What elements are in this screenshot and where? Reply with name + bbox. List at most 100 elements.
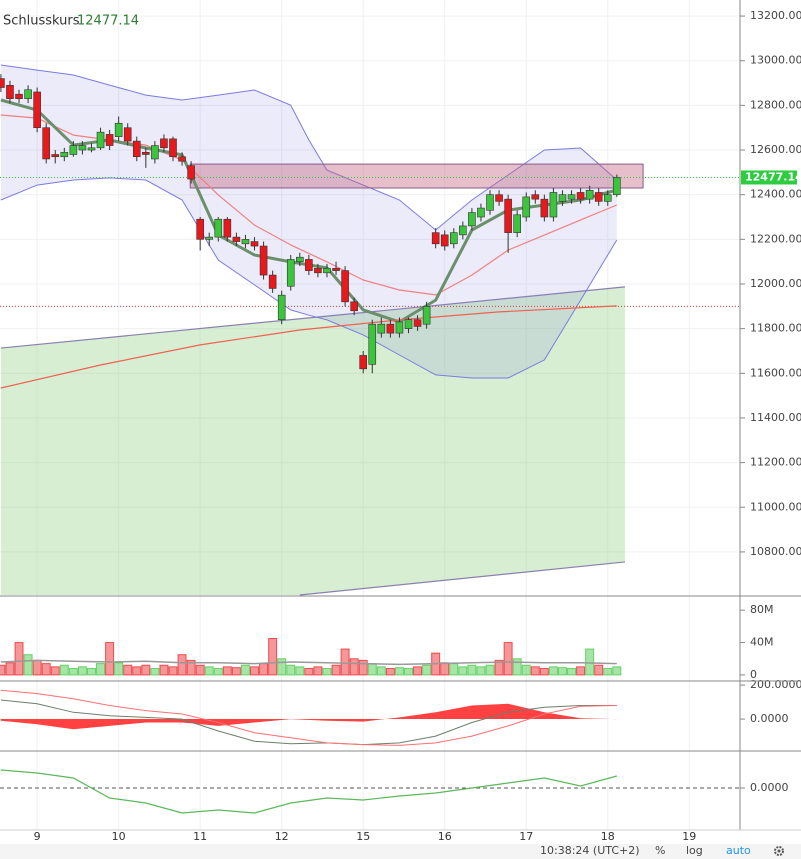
candle-body (477, 207, 485, 218)
candle-body (223, 218, 232, 238)
wedge-upper (0, 286, 626, 349)
volume-bar (422, 664, 432, 676)
candle-body (513, 214, 521, 233)
volume-bar (177, 654, 187, 676)
volume-bar (204, 666, 214, 676)
y-tick-label: 12200.00 (750, 232, 801, 245)
x-tick-label: 17 (519, 830, 533, 843)
volume-bar (96, 663, 106, 676)
volume-bar (132, 666, 142, 676)
candle-body (531, 194, 540, 200)
candle-body (613, 177, 621, 195)
volume-bar (467, 664, 477, 676)
price-tag (741, 170, 797, 185)
candle-body (6, 84, 14, 99)
y-tick-label: 12400.00 (750, 188, 801, 201)
log-button[interactable]: log (686, 844, 703, 857)
x-tick-label: 19 (682, 830, 696, 843)
candle-body (323, 268, 331, 274)
volume-bar (331, 664, 341, 676)
candle-body (169, 138, 177, 158)
candle-body (368, 323, 377, 365)
volume-bar (77, 666, 87, 676)
volume-bar (41, 663, 51, 676)
candle-body (495, 194, 503, 202)
volume-bar (612, 666, 622, 676)
volume-bar (195, 664, 205, 676)
x-tick-label: 12 (275, 830, 289, 843)
volume-bar (503, 642, 513, 676)
volume-bar (458, 666, 468, 676)
volume-bar (313, 666, 323, 676)
y-tick-label: 0.0000 (750, 712, 789, 725)
legend-label: Schlusskurs (3, 14, 80, 29)
wedge-fill (0, 286, 625, 595)
candle-body (422, 306, 431, 325)
volume-bar (557, 667, 567, 676)
candle-body (594, 192, 603, 202)
candle-body (377, 323, 386, 334)
volume-bar (394, 667, 404, 676)
candle-body (386, 323, 395, 334)
volume-bar (385, 667, 395, 676)
candle-body (296, 256, 304, 262)
candle-body (449, 232, 458, 245)
volume-bar (59, 664, 69, 676)
settings-icon[interactable] (774, 846, 784, 856)
x-tick-label: 10 (112, 830, 126, 843)
volume-bar (150, 667, 160, 676)
volume-bar (494, 659, 504, 676)
band-upper (0, 64, 618, 231)
volume-bar (213, 667, 223, 676)
macd-line (0, 699, 617, 746)
volume-bar (5, 662, 15, 676)
volume-bar (14, 642, 24, 676)
volume-bar (277, 658, 287, 676)
candle-body (305, 259, 313, 271)
candle-body (567, 194, 576, 200)
clock: 10:38:24 (UTC+2) (540, 844, 640, 857)
y-tick-label: 0 (750, 668, 757, 681)
candle-body (114, 122, 123, 137)
volume-bar (240, 664, 250, 676)
volume-bar (340, 648, 350, 676)
candle-body (468, 212, 476, 227)
candle-body (359, 355, 368, 370)
volume-bar (123, 664, 133, 676)
candle-body (60, 151, 69, 158)
volume-bar (105, 642, 115, 676)
price-tag-label: 12477.14 (745, 170, 801, 183)
y-tick-label: 11000.00 (750, 500, 801, 513)
volume-bar (539, 667, 549, 676)
volume-bar (576, 666, 586, 676)
candle-body (232, 236, 241, 242)
candle-body (440, 234, 449, 247)
candle-body (69, 145, 78, 155)
y-tick-label: 0.0000 (750, 781, 789, 794)
legend-value: 12477.14 (77, 14, 139, 29)
candle-body (350, 301, 358, 312)
volume-bar (0, 664, 6, 676)
volume-bar (286, 664, 296, 676)
histogram-area (0, 703, 617, 730)
volume-bar (168, 666, 178, 676)
volume-bar (231, 667, 241, 676)
auto-button[interactable]: auto (726, 844, 751, 857)
candle-body (341, 270, 349, 303)
volume-bar (485, 664, 495, 676)
band-lower (0, 177, 618, 379)
y-tick-label: 40M (750, 636, 774, 649)
percent-button[interactable]: % (655, 844, 665, 857)
candle-body (585, 189, 594, 200)
candle-body (486, 194, 494, 211)
x-tick-label: 15 (356, 830, 370, 843)
volume-bar (349, 658, 359, 676)
volume-bar (114, 662, 124, 676)
candle-body (241, 239, 250, 245)
volume-bar (476, 666, 486, 676)
candle-body (603, 194, 612, 202)
moving-average (0, 305, 617, 389)
candle-body (87, 147, 96, 151)
candle-body (96, 131, 105, 149)
y-tick-label: 11200.00 (750, 456, 801, 469)
